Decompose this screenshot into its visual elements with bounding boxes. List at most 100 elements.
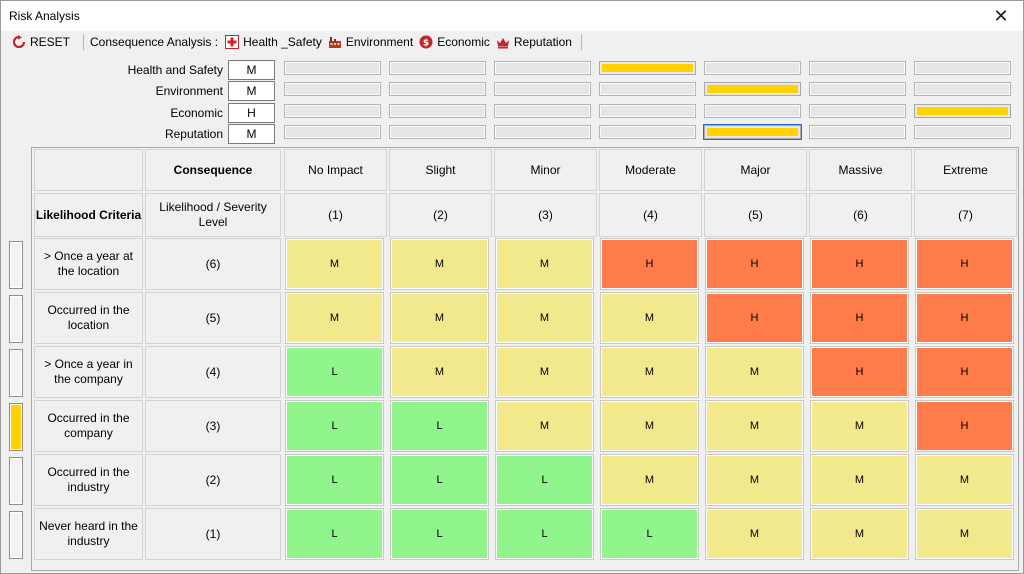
risk-cell[interactable]: H [811, 239, 908, 289]
risk-cell[interactable]: H [811, 293, 908, 343]
selector-value-field[interactable]: M [228, 81, 275, 101]
consequence-level-bar[interactable] [389, 61, 486, 75]
consequence-level-bar[interactable] [599, 61, 696, 75]
svg-text:$: $ [423, 39, 429, 49]
consequence-level-bar[interactable] [284, 61, 381, 75]
consequence-level-bar[interactable] [703, 124, 802, 140]
consequence-level-bar[interactable] [914, 125, 1011, 139]
consequence-level-bar[interactable] [914, 61, 1011, 75]
risk-cell[interactable]: L [286, 401, 383, 451]
risk-cell[interactable]: M [286, 239, 383, 289]
risk-cell[interactable]: L [391, 401, 488, 451]
risk-cell[interactable]: M [916, 509, 1013, 559]
risk-cell[interactable]: M [391, 239, 488, 289]
likelihood-criteria-cell: Occurred in the company [34, 400, 143, 452]
risk-cell[interactable]: M [496, 347, 593, 397]
risk-cell[interactable]: H [916, 293, 1013, 343]
risk-cell[interactable]: M [601, 401, 698, 451]
selector-value-field[interactable]: M [228, 60, 275, 80]
environment-button[interactable]: Environment [325, 32, 416, 52]
close-button[interactable]: ✕ [993, 5, 1009, 26]
consequence-column-header: Minor [494, 149, 597, 191]
consequence-level-bar[interactable] [494, 125, 591, 139]
risk-cell[interactable]: L [286, 455, 383, 505]
likelihood-level-cell: (5) [145, 292, 281, 344]
likelihood-select-button[interactable] [9, 511, 23, 559]
consequence-level-bar[interactable] [809, 61, 906, 75]
likelihood-select-button[interactable] [9, 403, 23, 451]
consequence-level-bar[interactable] [284, 82, 381, 96]
likelihood-select-button[interactable] [9, 241, 23, 289]
consequence-level-bar[interactable] [914, 82, 1011, 96]
consequence-level-bar[interactable] [389, 125, 486, 139]
risk-cell[interactable]: H [916, 401, 1013, 451]
consequence-level-bar[interactable] [809, 125, 906, 139]
likelihood-select-button[interactable] [9, 349, 23, 397]
reputation-button[interactable]: Reputation [493, 32, 575, 52]
risk-cell[interactable]: M [601, 455, 698, 505]
risk-cell[interactable]: L [496, 509, 593, 559]
likelihood-level-cell: (3) [145, 400, 281, 452]
risk-cell[interactable]: M [496, 239, 593, 289]
likelihood-select-button[interactable] [9, 295, 23, 343]
risk-cell[interactable]: M [811, 401, 908, 451]
consequence-level-bar[interactable] [494, 82, 591, 96]
risk-cell[interactable]: H [706, 239, 803, 289]
risk-cell[interactable]: H [706, 293, 803, 343]
risk-cell[interactable]: L [286, 509, 383, 559]
risk-cell[interactable]: M [391, 347, 488, 397]
risk-cell[interactable]: M [496, 401, 593, 451]
risk-cell[interactable]: M [811, 455, 908, 505]
health-safety-button[interactable]: Health _Safety [222, 32, 325, 52]
risk-cell[interactable]: M [706, 455, 803, 505]
reset-button[interactable]: RESET [9, 32, 77, 52]
consequence-level-header: (6) [809, 193, 912, 237]
selector-value-field[interactable]: H [228, 103, 275, 123]
consequence-level-bar[interactable] [704, 104, 801, 118]
risk-cell[interactable]: M [391, 293, 488, 343]
risk-cell[interactable]: L [601, 509, 698, 559]
consequence-level-bar[interactable] [284, 104, 381, 118]
risk-cell[interactable]: M [286, 293, 383, 343]
risk-cell[interactable]: L [391, 455, 488, 505]
risk-cell[interactable]: L [496, 455, 593, 505]
likelihood-select-button[interactable] [9, 457, 23, 505]
likelihood-criteria-header: Likelihood Criteria [34, 193, 143, 237]
health-safety-icon [225, 35, 240, 49]
likelihood-level-cell: (2) [145, 454, 281, 506]
consequence-level-bar[interactable] [494, 61, 591, 75]
risk-cell[interactable]: H [811, 347, 908, 397]
consequence-level-bar[interactable] [494, 104, 591, 118]
risk-cell[interactable]: H [601, 239, 698, 289]
economic-button[interactable]: $ Economic [416, 32, 493, 52]
risk-cell[interactable]: L [391, 509, 488, 559]
risk-cell[interactable]: M [706, 401, 803, 451]
consequence-level-bar[interactable] [809, 82, 906, 96]
consequence-level-bar[interactable] [599, 82, 696, 96]
risk-cell[interactable]: M [811, 509, 908, 559]
consequence-column-header: Slight [389, 149, 492, 191]
risk-cell[interactable]: M [601, 293, 698, 343]
selector-value-field[interactable]: M [228, 124, 275, 144]
risk-cell[interactable]: L [286, 347, 383, 397]
risk-cell[interactable]: H [916, 347, 1013, 397]
risk-cell[interactable]: M [496, 293, 593, 343]
window-title: Risk Analysis [9, 9, 80, 23]
consequence-level-bar[interactable] [809, 104, 906, 118]
consequence-level-bar[interactable] [284, 125, 381, 139]
consequence-level-bar[interactable] [704, 82, 801, 96]
risk-cell[interactable]: M [706, 509, 803, 559]
consequence-level-bar[interactable] [389, 82, 486, 96]
toolbar: RESET Consequence Analysis : Health _Saf… [1, 31, 1023, 53]
selector-row: Reputation M [1, 124, 1024, 144]
consequence-level-bar[interactable] [914, 104, 1011, 118]
risk-cell[interactable]: M [706, 347, 803, 397]
consequence-level-bar[interactable] [389, 104, 486, 118]
refresh-icon [12, 35, 26, 49]
consequence-level-bar[interactable] [599, 125, 696, 139]
consequence-level-bar[interactable] [704, 61, 801, 75]
risk-cell[interactable]: M [916, 455, 1013, 505]
risk-cell[interactable]: H [916, 239, 1013, 289]
risk-cell[interactable]: M [601, 347, 698, 397]
consequence-level-bar[interactable] [599, 104, 696, 118]
